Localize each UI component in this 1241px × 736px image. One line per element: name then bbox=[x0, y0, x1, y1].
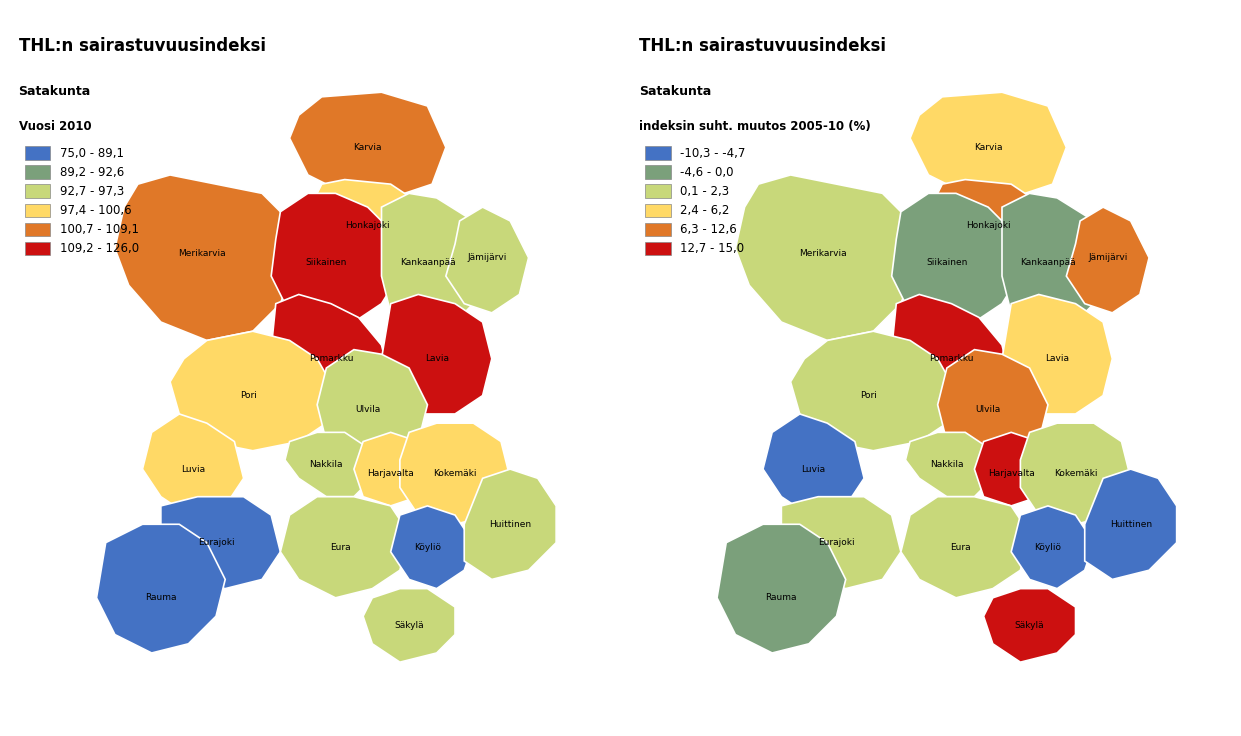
Text: Rauma: Rauma bbox=[145, 593, 176, 602]
Polygon shape bbox=[318, 350, 427, 460]
Text: Köyliö: Köyliö bbox=[1035, 542, 1061, 552]
Text: Kankaanpää: Kankaanpää bbox=[1020, 258, 1076, 266]
Text: Siikainen: Siikainen bbox=[926, 258, 968, 266]
Text: Kankaanpää: Kankaanpää bbox=[400, 258, 455, 266]
Text: Huittinen: Huittinen bbox=[489, 520, 531, 528]
Polygon shape bbox=[289, 92, 446, 198]
Legend: 75,0 - 89,1, 89,2 - 92,6, 92,7 - 97,3, 97,4 - 100,6, 100,7 - 109,1, 109,2 - 126,: 75,0 - 89,1, 89,2 - 92,6, 92,7 - 97,3, 9… bbox=[25, 146, 139, 255]
Text: Jämijärvi: Jämijärvi bbox=[468, 253, 506, 262]
Polygon shape bbox=[1020, 423, 1131, 524]
Text: Rauma: Rauma bbox=[766, 593, 797, 602]
Text: Pomarkku: Pomarkku bbox=[930, 354, 974, 364]
Text: Kokemäki: Kokemäki bbox=[433, 470, 477, 478]
Text: Pori: Pori bbox=[240, 391, 257, 400]
Polygon shape bbox=[313, 180, 427, 272]
Polygon shape bbox=[901, 497, 1030, 598]
Polygon shape bbox=[933, 180, 1047, 272]
Text: Ulvila: Ulvila bbox=[975, 405, 1000, 414]
Text: Lavia: Lavia bbox=[424, 354, 449, 364]
Text: Merikarvia: Merikarvia bbox=[179, 249, 226, 258]
Polygon shape bbox=[892, 194, 1025, 327]
Text: Vuosi 2010: Vuosi 2010 bbox=[19, 120, 92, 132]
Text: Pori: Pori bbox=[860, 391, 877, 400]
Polygon shape bbox=[974, 432, 1047, 506]
Polygon shape bbox=[464, 469, 556, 579]
Polygon shape bbox=[736, 175, 915, 341]
Polygon shape bbox=[906, 432, 993, 497]
Polygon shape bbox=[938, 350, 1047, 460]
Polygon shape bbox=[892, 294, 1011, 423]
Text: Säkylä: Säkylä bbox=[395, 621, 424, 630]
Text: Satakunta: Satakunta bbox=[19, 85, 91, 99]
Text: THL:n sairastuvuusindeksi: THL:n sairastuvuusindeksi bbox=[19, 37, 266, 55]
Text: Ulvila: Ulvila bbox=[355, 405, 380, 414]
Polygon shape bbox=[400, 423, 510, 524]
Polygon shape bbox=[791, 331, 956, 450]
Text: Karvia: Karvia bbox=[974, 143, 1003, 152]
Text: Pomarkku: Pomarkku bbox=[309, 354, 354, 364]
Polygon shape bbox=[364, 589, 455, 662]
Text: Luvia: Luvia bbox=[802, 464, 825, 474]
Text: Lavia: Lavia bbox=[1045, 354, 1070, 364]
Text: Nakkila: Nakkila bbox=[930, 460, 963, 469]
Text: Siikainen: Siikainen bbox=[305, 258, 347, 266]
Text: Harjavalta: Harjavalta bbox=[367, 470, 414, 478]
Text: Eurajoki: Eurajoki bbox=[197, 538, 235, 547]
Text: Nakkila: Nakkila bbox=[309, 460, 343, 469]
Polygon shape bbox=[1001, 294, 1112, 414]
Text: Merikarvia: Merikarvia bbox=[799, 249, 846, 258]
Polygon shape bbox=[272, 294, 391, 423]
Text: Luvia: Luvia bbox=[181, 464, 205, 474]
Polygon shape bbox=[285, 432, 372, 497]
Polygon shape bbox=[115, 175, 294, 341]
Polygon shape bbox=[272, 194, 405, 327]
Polygon shape bbox=[1066, 207, 1149, 313]
Polygon shape bbox=[984, 589, 1076, 662]
Text: Harjavalta: Harjavalta bbox=[988, 470, 1035, 478]
Text: Karvia: Karvia bbox=[354, 143, 382, 152]
Text: Honkajoki: Honkajoki bbox=[965, 221, 1010, 230]
Text: THL:n sairastuvuusindeksi: THL:n sairastuvuusindeksi bbox=[639, 37, 886, 55]
Polygon shape bbox=[391, 506, 473, 589]
Legend: -10,3 - -4,7, -4,6 - 0,0, 0,1 - 2,3, 2,4 - 6,2, 6,3 - 12,6, 12,7 - 15,0: -10,3 - -4,7, -4,6 - 0,0, 0,1 - 2,3, 2,4… bbox=[645, 146, 746, 255]
Polygon shape bbox=[446, 207, 529, 313]
Polygon shape bbox=[97, 524, 225, 653]
Text: Köyliö: Köyliö bbox=[414, 542, 441, 552]
Text: Eurajoki: Eurajoki bbox=[818, 538, 855, 547]
Polygon shape bbox=[782, 497, 901, 589]
Polygon shape bbox=[280, 497, 410, 598]
Polygon shape bbox=[381, 194, 491, 331]
Text: Honkajoki: Honkajoki bbox=[345, 221, 390, 230]
Polygon shape bbox=[1001, 194, 1112, 331]
Text: Huittinen: Huittinen bbox=[1109, 520, 1152, 528]
Polygon shape bbox=[763, 414, 864, 515]
Polygon shape bbox=[143, 414, 243, 515]
Polygon shape bbox=[381, 294, 491, 414]
Text: Eura: Eura bbox=[951, 542, 970, 552]
Polygon shape bbox=[170, 331, 335, 450]
Polygon shape bbox=[354, 432, 427, 506]
Text: Säkylä: Säkylä bbox=[1015, 621, 1045, 630]
Text: indeksin suht. muutos 2005-10 (%): indeksin suht. muutos 2005-10 (%) bbox=[639, 120, 871, 132]
Polygon shape bbox=[910, 92, 1066, 198]
Polygon shape bbox=[161, 497, 280, 589]
Text: Kokemäki: Kokemäki bbox=[1054, 470, 1097, 478]
Text: Satakunta: Satakunta bbox=[639, 85, 711, 99]
Text: Jämijärvi: Jämijärvi bbox=[1088, 253, 1127, 262]
Text: Eura: Eura bbox=[330, 542, 350, 552]
Polygon shape bbox=[1011, 506, 1093, 589]
Polygon shape bbox=[717, 524, 845, 653]
Polygon shape bbox=[1085, 469, 1176, 579]
